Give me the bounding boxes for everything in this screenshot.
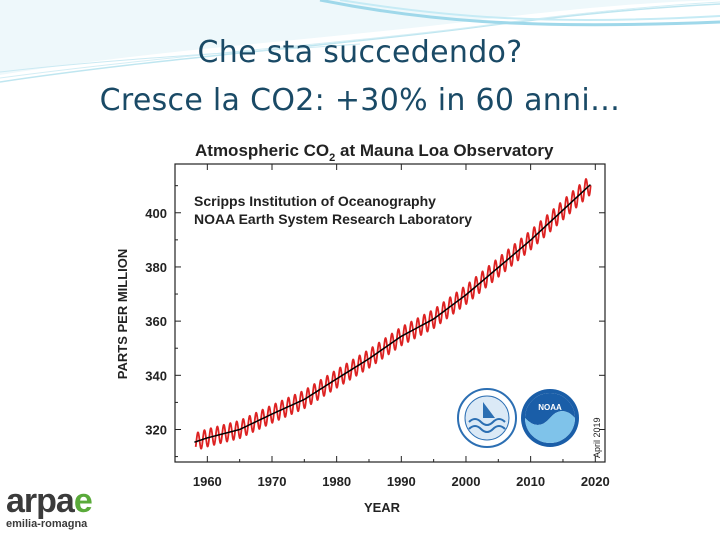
x-tick-label: 1970 <box>258 474 287 489</box>
chart-title: Atmospheric CO2 at Mauna Loa Observatory <box>195 141 554 164</box>
date-label: April 2019 <box>592 417 602 458</box>
y-tick-label: 360 <box>145 314 167 329</box>
x-tick-label: 1990 <box>387 474 416 489</box>
co2-chart: Atmospheric CO2 at Mauna Loa Observatory… <box>100 128 620 536</box>
y-tick-label: 380 <box>145 260 167 275</box>
annotation-scripps: Scripps Institution of Oceanography <box>194 193 436 209</box>
y-tick-label: 400 <box>145 206 167 221</box>
series-layer <box>194 178 592 450</box>
x-axis-label: YEAR <box>364 500 401 515</box>
slide-title-line-2: Cresce la CO2: +30% in 60 anni… <box>99 83 621 118</box>
trend-co2-line <box>194 184 591 443</box>
x-tick-label: 2000 <box>452 474 481 489</box>
arpae-logo: arpae emilia-romagna <box>6 482 93 530</box>
slide-title-line-1: Che sta succedendo? <box>197 35 523 70</box>
header-wave-decoration <box>0 0 720 83</box>
x-tick-label: 1960 <box>193 474 222 489</box>
svg-text:NOAA: NOAA <box>538 403 562 412</box>
y-axis-label: PARTS PER MILLION <box>115 249 130 379</box>
y-tick-label: 320 <box>145 422 167 437</box>
scripps-seal-icon <box>457 388 517 448</box>
x-tick-label: 2020 <box>581 474 610 489</box>
axis-ticks: 1960 1970 1980 1990 2000 2010 2020 320 340 360 380… <box>145 164 610 489</box>
noaa-logo-icon: NOAA <box>521 389 579 447</box>
x-tick-label: 1980 <box>322 474 351 489</box>
plot-frame <box>174 163 606 463</box>
x-tick-label: 2010 <box>516 474 545 489</box>
monthly-co2-line <box>194 178 592 450</box>
y-tick-label: 340 <box>145 368 167 383</box>
annotation-noaa: NOAA Earth System Research Laboratory <box>194 211 472 227</box>
